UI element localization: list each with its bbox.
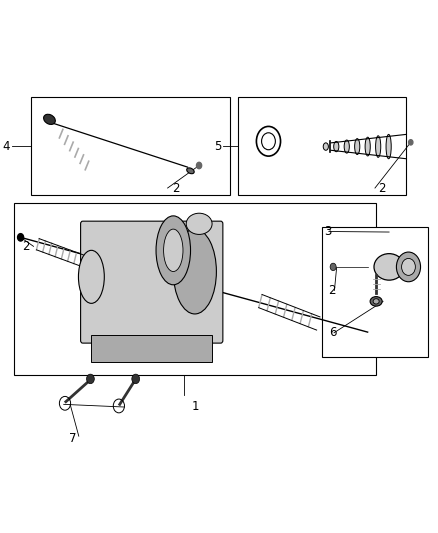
FancyBboxPatch shape — [81, 221, 223, 343]
Circle shape — [409, 140, 413, 145]
Text: 2: 2 — [172, 182, 180, 195]
Bar — [14, 203, 376, 375]
Bar — [322, 227, 428, 357]
Text: 2: 2 — [22, 240, 29, 253]
Ellipse shape — [186, 213, 212, 235]
Text: 7: 7 — [69, 432, 76, 446]
Circle shape — [18, 233, 24, 241]
Text: 3: 3 — [325, 225, 332, 238]
Ellipse shape — [156, 216, 191, 285]
Ellipse shape — [374, 254, 404, 280]
Circle shape — [396, 252, 420, 282]
Text: 2: 2 — [328, 284, 336, 297]
Text: 6: 6 — [329, 326, 336, 340]
Circle shape — [197, 163, 201, 168]
Ellipse shape — [187, 168, 194, 174]
Ellipse shape — [375, 136, 381, 157]
Text: 1: 1 — [191, 400, 199, 413]
Ellipse shape — [365, 137, 370, 156]
Bar — [92, 335, 212, 362]
Ellipse shape — [163, 229, 183, 271]
Ellipse shape — [344, 140, 350, 153]
Ellipse shape — [334, 141, 339, 152]
Text: 2: 2 — [378, 182, 386, 195]
Ellipse shape — [386, 134, 391, 159]
Ellipse shape — [173, 229, 216, 314]
Ellipse shape — [370, 296, 382, 306]
Circle shape — [132, 374, 140, 384]
Circle shape — [87, 374, 94, 384]
Ellipse shape — [355, 139, 360, 155]
Text: 5: 5 — [214, 140, 221, 152]
Text: 4: 4 — [2, 140, 10, 152]
Ellipse shape — [78, 251, 104, 303]
Circle shape — [330, 263, 336, 271]
Circle shape — [402, 259, 415, 276]
Bar — [32, 97, 230, 195]
Bar — [238, 97, 406, 195]
Ellipse shape — [323, 143, 328, 150]
Ellipse shape — [44, 114, 55, 124]
Ellipse shape — [373, 298, 379, 304]
